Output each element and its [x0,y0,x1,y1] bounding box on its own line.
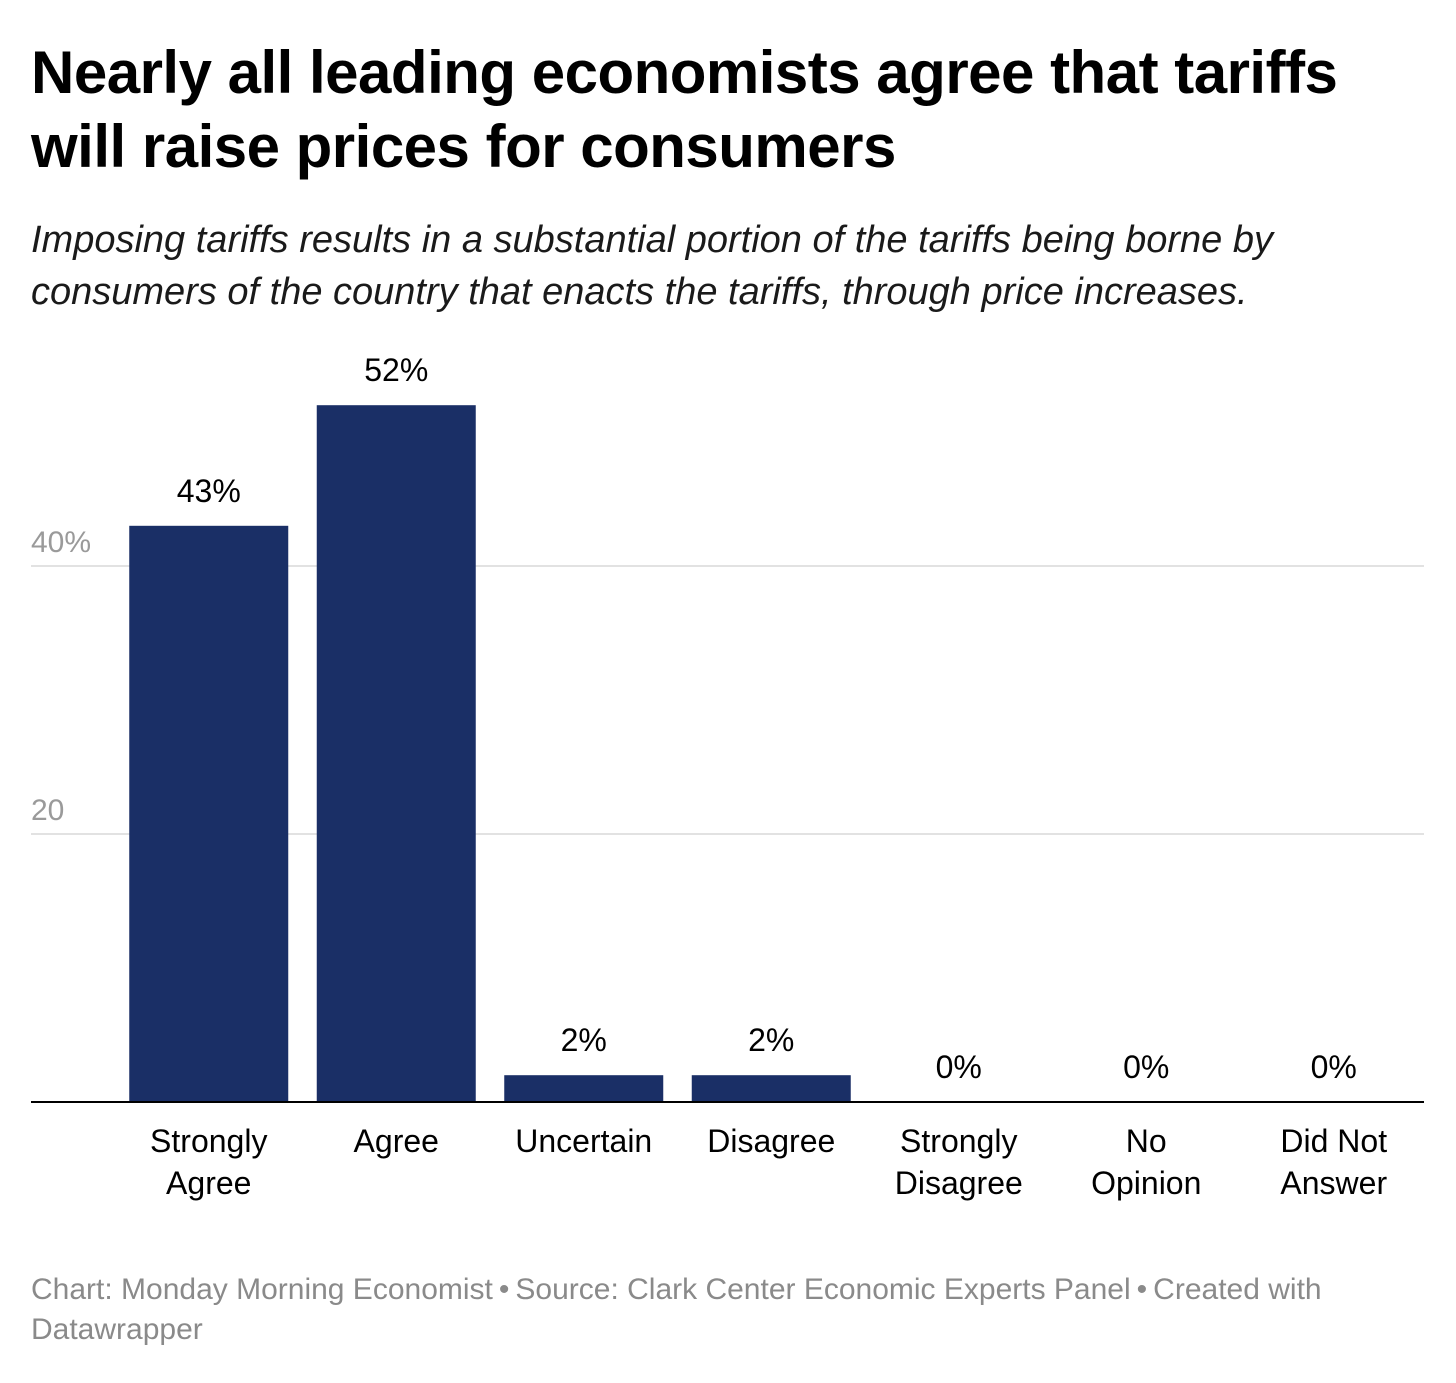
y-tick-label: 40% [31,526,91,559]
source-credit: Source: Clark Center Economic Experts Pa… [515,1273,1131,1306]
tool-credit: Created with Datawrapper [31,1273,1322,1346]
x-category-label: Agree [354,1123,439,1159]
x-category-label: Opinion [1091,1165,1201,1201]
footer-separator: • [498,1273,510,1306]
bar-value-label: 43% [177,473,241,509]
bar-value-label: 0% [936,1049,982,1085]
y-axis-ticks: 20 40% [31,526,91,827]
x-category-label: Strongly [150,1123,267,1159]
x-category-label: Uncertain [515,1123,652,1159]
y-tick-label: 20 [31,794,64,827]
bar-value-label: 2% [561,1022,607,1058]
bars [129,405,851,1102]
x-axis-category-labels: Strongly Agree Agree Uncertain Disagree Stron… [150,1123,1387,1201]
x-category-label: Answer [1280,1165,1387,1201]
bar [504,1075,664,1102]
value-labels: 43% 52% 2% 2% 0% 0% 0% [177,352,1357,1085]
chart-title: Nearly all leading economists agree that… [31,39,1338,180]
x-category-label: Did Not [1280,1123,1387,1159]
bar [316,405,476,1102]
bar-chart: 20 40% 43% 52% 2% 2% 0% 0% 0% Strongly Agree Agre… [31,352,1424,1201]
x-category-label: No [1126,1123,1167,1159]
footer-separator: • [1136,1273,1148,1306]
x-category-label: Strongly [900,1123,1017,1159]
chart-credit: Chart: Monday Morning Economist [31,1273,493,1306]
bar [129,525,289,1102]
bar-value-label: 52% [364,352,428,388]
x-category-label: Disagree [895,1165,1023,1201]
chart-subtitle: Imposing tariffs results in a substantia… [31,219,1273,313]
x-category-label: Agree [166,1165,251,1201]
x-category-label: Disagree [707,1123,835,1159]
chart-footer: Chart: Monday Morning Economist • Source: … [31,1270,1411,1350]
bar-value-label: 0% [1123,1049,1169,1085]
bar [691,1075,851,1102]
bar-value-label: 2% [748,1022,794,1058]
bar-value-label: 0% [1311,1049,1357,1085]
